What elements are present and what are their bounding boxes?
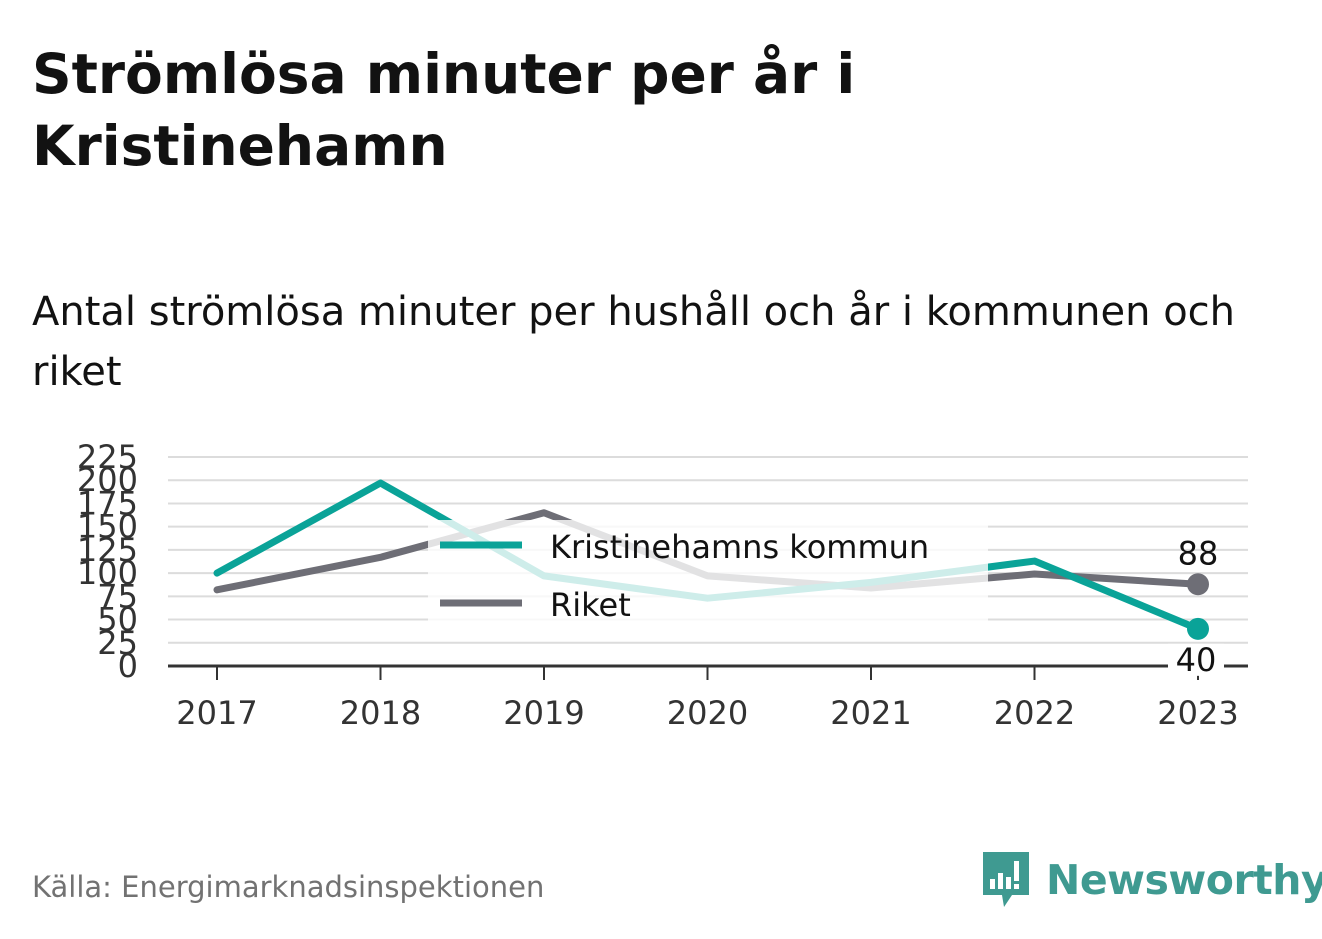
y-tick-label-25: 25 (97, 624, 138, 662)
end-labels: 88 40 (1168, 534, 1224, 679)
x-tick-label-2023: 2023 (1157, 694, 1238, 732)
newsworthy-icon (983, 852, 1029, 907)
y-tick-label-150: 150 (77, 508, 138, 546)
x-tick-label-2020: 2020 (667, 694, 748, 732)
end-label-riket: 88 (1178, 534, 1219, 572)
legend-label-riket: Riket (550, 586, 631, 624)
end-label-kommun: 40 (1176, 641, 1217, 679)
chart-subtitle: Antal strömlösa minuter per hushåll och … (32, 289, 1236, 395)
legend: Kristinehamns kommun Riket (428, 520, 988, 624)
end-marker-kommun (1187, 617, 1209, 640)
y-tick-label-225: 225 (77, 438, 138, 476)
x-tick-label-2018: 2018 (340, 694, 421, 732)
y-tick-label-75: 75 (97, 577, 138, 615)
end-marker-riket (1187, 573, 1209, 596)
x-tick-label-2021: 2021 (830, 694, 911, 732)
brand-logo: Newsworthy (980, 848, 1322, 912)
x-tick-label-2019: 2019 (503, 694, 584, 732)
y-tick-label-175: 175 (77, 484, 138, 522)
x-axis-ticks: 2017 2018 2019 2020 2021 2022 2023 (176, 666, 1239, 732)
y-tick-label-200: 200 (77, 461, 138, 499)
legend-label-kommun: Kristinehamns kommun (550, 528, 929, 566)
y-tick-label-0: 0 (118, 647, 138, 685)
end-label-kommun-background (1168, 643, 1224, 676)
y-tick-label-100: 100 (77, 554, 138, 592)
y-tick-label-125: 125 (77, 531, 138, 569)
source-note: Källa: Energimarknadsinspektionen (32, 870, 545, 904)
brand-name: Newsworthy (1046, 856, 1322, 904)
chart-title: Strömlösa minuter per år i Kristinehamn (32, 42, 856, 178)
y-tick-label-50: 50 (97, 601, 138, 639)
legend-background (428, 520, 988, 624)
x-tick-label-2017: 2017 (176, 694, 257, 732)
x-tick-label-2022: 2022 (994, 694, 1075, 732)
end-markers (1187, 573, 1209, 640)
